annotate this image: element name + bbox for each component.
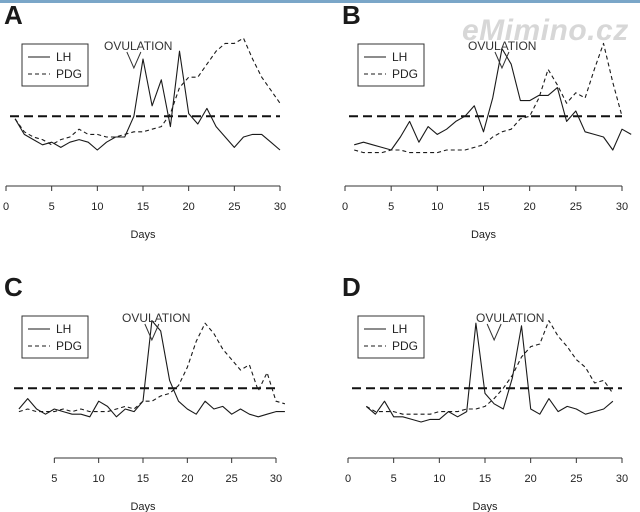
series-line-pdg <box>18 322 286 413</box>
ovulation-arrow <box>126 51 142 70</box>
legend-label-lh: LH <box>56 50 71 64</box>
chart-panel-d: D 0 5 10 15 20 25 30 Days LH PDG OVULATION <box>342 272 628 512</box>
x-tick-label: 10 <box>93 473 105 485</box>
panel-letter: A <box>4 0 23 30</box>
ovulation-label: OVULATION <box>476 311 544 325</box>
chart-panel-c: C 5 10 15 20 25 30 Days LH PDG OVULATION <box>4 272 286 512</box>
series-line-lh <box>354 48 632 151</box>
legend-label-lh: LH <box>56 322 71 336</box>
top-accent-bar <box>0 0 640 3</box>
x-tick-label: 25 <box>228 201 240 213</box>
x-tick-label: 30 <box>270 473 282 485</box>
x-tick-label: 10 <box>91 201 103 213</box>
x-axis-title: Days <box>130 501 156 512</box>
x-tick-label: 25 <box>570 473 582 485</box>
legend-label-pdg: PDG <box>392 67 418 81</box>
x-axis-title: Days <box>472 501 498 512</box>
series-line-pdg <box>366 320 614 415</box>
chart-panel-b: B 0 5 10 15 20 25 30 Days LH PDG OVULATION <box>342 0 632 241</box>
x-tick-label: 10 <box>431 201 443 213</box>
x-tick-label: 25 <box>226 473 238 485</box>
x-tick-label: 5 <box>49 201 55 213</box>
ovulation-label: OVULATION <box>104 39 172 53</box>
watermark: eMimino.cz <box>462 14 629 47</box>
legend-label-lh: LH <box>392 322 407 336</box>
ovulation-arrow <box>486 323 502 342</box>
x-tick-label: 30 <box>274 201 286 213</box>
x-tick-label: 20 <box>524 201 536 213</box>
panel-letter: B <box>342 0 361 30</box>
ovulation-label: OVULATION <box>122 311 190 325</box>
x-tick-label: 30 <box>616 201 628 213</box>
series-line-lh <box>14 50 281 151</box>
legend-label-lh: LH <box>392 50 407 64</box>
x-tick-label: 20 <box>183 201 195 213</box>
x-tick-label: 0 <box>3 201 9 213</box>
legend-box <box>21 315 89 359</box>
x-tick-label: 5 <box>391 473 397 485</box>
ovulation-label: OVULATION <box>468 39 536 53</box>
x-tick-label: 20 <box>181 473 193 485</box>
x-axis-title: Days <box>130 229 156 241</box>
x-axis-title: Days <box>471 229 497 241</box>
legend-label-pdg: PDG <box>392 339 418 353</box>
x-tick-label: 0 <box>345 473 351 485</box>
x-tick-label: 15 <box>137 473 149 485</box>
legend-label-pdg: PDG <box>56 67 82 81</box>
x-tick-label: 20 <box>525 473 537 485</box>
legend: LH PDG <box>21 315 89 359</box>
x-tick-label: 15 <box>477 201 489 213</box>
panel-letter: D <box>342 272 361 302</box>
legend: LH PDG <box>21 43 89 87</box>
series-line-pdg <box>354 42 623 154</box>
legend: LH PDG <box>357 315 425 359</box>
series-line-lh <box>365 322 614 423</box>
panel-letter: C <box>4 272 23 302</box>
series-line-lh <box>18 320 285 418</box>
legend: LH PDG <box>357 43 425 87</box>
chart-panel-a: A 0 5 10 15 20 25 30 Days LH PDG OVULATION <box>3 0 286 241</box>
legend-label-pdg: PDG <box>56 339 82 353</box>
ovulation-arrow <box>494 51 510 70</box>
x-tick-label: 10 <box>433 473 445 485</box>
x-tick-label: 0 <box>342 201 348 213</box>
x-tick-label: 25 <box>570 201 582 213</box>
ovulation-arrow <box>144 323 160 342</box>
legend-box <box>357 43 425 87</box>
x-tick-label: 15 <box>137 201 149 213</box>
series-line-pdg <box>14 37 281 146</box>
x-tick-label: 15 <box>479 473 491 485</box>
legend-box <box>21 43 89 87</box>
x-tick-label: 30 <box>616 473 628 485</box>
x-tick-label: 5 <box>51 473 57 485</box>
x-tick-label: 5 <box>388 201 394 213</box>
legend-box <box>357 315 425 359</box>
